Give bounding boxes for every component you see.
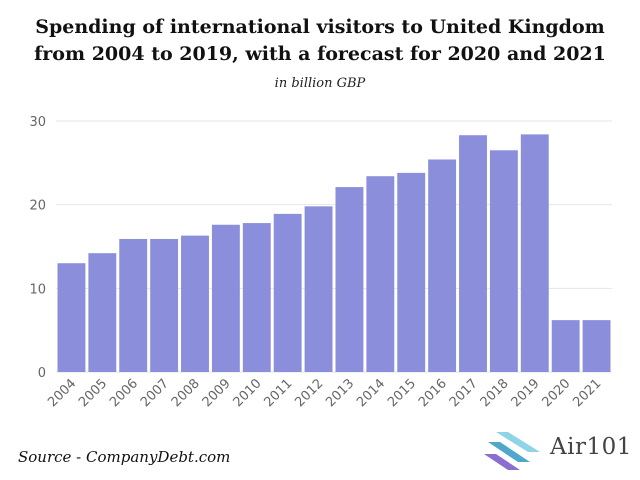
bar	[119, 238, 148, 372]
bar	[242, 223, 271, 372]
bar	[335, 187, 364, 372]
y-tick-label: 10	[29, 282, 46, 297]
bar	[428, 159, 457, 372]
y-tick-label: 0	[38, 366, 46, 381]
y-tick-label: 30	[29, 115, 46, 130]
logo-text: Air101	[550, 434, 632, 460]
x-tick-label: 2019	[509, 376, 543, 410]
x-tick-label: 2021	[570, 376, 604, 410]
bar	[88, 253, 117, 372]
bar	[273, 213, 302, 372]
bar	[181, 235, 209, 372]
air101-logo: Air101	[478, 426, 631, 472]
x-tick-label: 2014	[354, 376, 388, 410]
x-tick-label: 2007	[138, 376, 172, 410]
x-tick-label: 2016	[416, 376, 450, 410]
bar	[150, 238, 179, 372]
chart-title-line-1: Spending of international visitors to Un…	[35, 16, 605, 38]
air101-logo-icon	[484, 432, 540, 470]
x-tick-label: 2011	[261, 376, 295, 410]
x-tick-label: 2012	[292, 376, 326, 410]
x-tick-label: 2020	[539, 376, 573, 410]
x-tick-label: 2017	[447, 376, 481, 410]
bar	[489, 150, 518, 372]
source-note: Source - CompanyDebt.com	[18, 448, 231, 466]
bar	[366, 176, 395, 372]
x-tick-label: 2018	[478, 376, 512, 410]
chart-title: Spending of international visitors to Un…	[0, 14, 640, 68]
x-tick-label: 2005	[76, 376, 110, 410]
x-tick-label: 2015	[385, 376, 419, 410]
bar	[57, 263, 86, 372]
x-tick-label: 2008	[169, 376, 203, 410]
bar	[397, 172, 426, 372]
bar	[459, 135, 487, 372]
x-tick-label: 2013	[323, 376, 357, 410]
x-tick-label: 2006	[107, 376, 141, 410]
x-tick-label: 2009	[200, 376, 234, 410]
x-tick-label: 2010	[231, 376, 265, 410]
chart-title-line-2: from 2004 to 2019, with a forecast for 2…	[34, 43, 606, 65]
y-tick-label: 20	[29, 199, 46, 214]
bar	[551, 320, 580, 372]
bar	[211, 224, 240, 372]
bar	[582, 320, 611, 372]
x-tick-label: 2004	[45, 376, 79, 410]
chart-subtitle: in billion GBP	[274, 76, 366, 91]
bar	[520, 134, 549, 372]
bar-chart: 0102030200420052006200720082009201020112…	[29, 115, 612, 410]
bar	[304, 206, 333, 372]
